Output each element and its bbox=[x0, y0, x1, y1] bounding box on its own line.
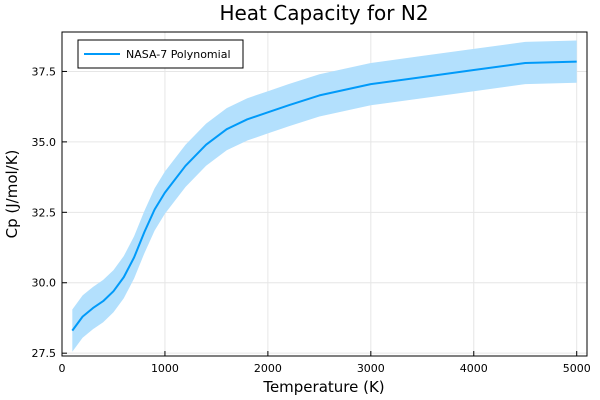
y-tick-label: 37.5 bbox=[32, 65, 57, 78]
legend: NASA-7 Polynomial bbox=[77, 39, 244, 69]
confidence-band bbox=[72, 40, 577, 352]
x-tick-label: 4000 bbox=[460, 362, 488, 375]
series-line-group bbox=[71, 60, 577, 332]
uncertainty-band bbox=[72, 40, 577, 352]
y-tick-label: 27.5 bbox=[32, 347, 57, 360]
series-line bbox=[71, 60, 577, 332]
plot-frame bbox=[61, 31, 588, 357]
x-axis-ticks: 0 1000 2000 3000 4000 5000 bbox=[59, 351, 591, 375]
chart-title: Heat Capacity for N2 bbox=[219, 1, 428, 25]
x-tick-label: 2000 bbox=[254, 362, 282, 375]
x-tick-label: 5000 bbox=[563, 362, 591, 375]
y-tick-label: 30.0 bbox=[32, 277, 57, 290]
y-tick-label: 32.5 bbox=[32, 206, 57, 219]
x-axis-label: Temperature (K) bbox=[262, 378, 384, 396]
y-tick-label: 35.0 bbox=[32, 136, 57, 149]
x-tick-label: 1000 bbox=[151, 362, 179, 375]
grid bbox=[61, 32, 587, 356]
y-axis-ticks: 27.5 30.0 32.5 35.0 37.5 bbox=[32, 65, 67, 360]
legend-entry-label: NASA-7 Polynomial bbox=[126, 48, 231, 61]
x-tick-label: 0 bbox=[59, 362, 66, 375]
y-axis-label: Cp (J/mol/K) bbox=[3, 150, 21, 239]
x-tick-label: 3000 bbox=[357, 362, 385, 375]
